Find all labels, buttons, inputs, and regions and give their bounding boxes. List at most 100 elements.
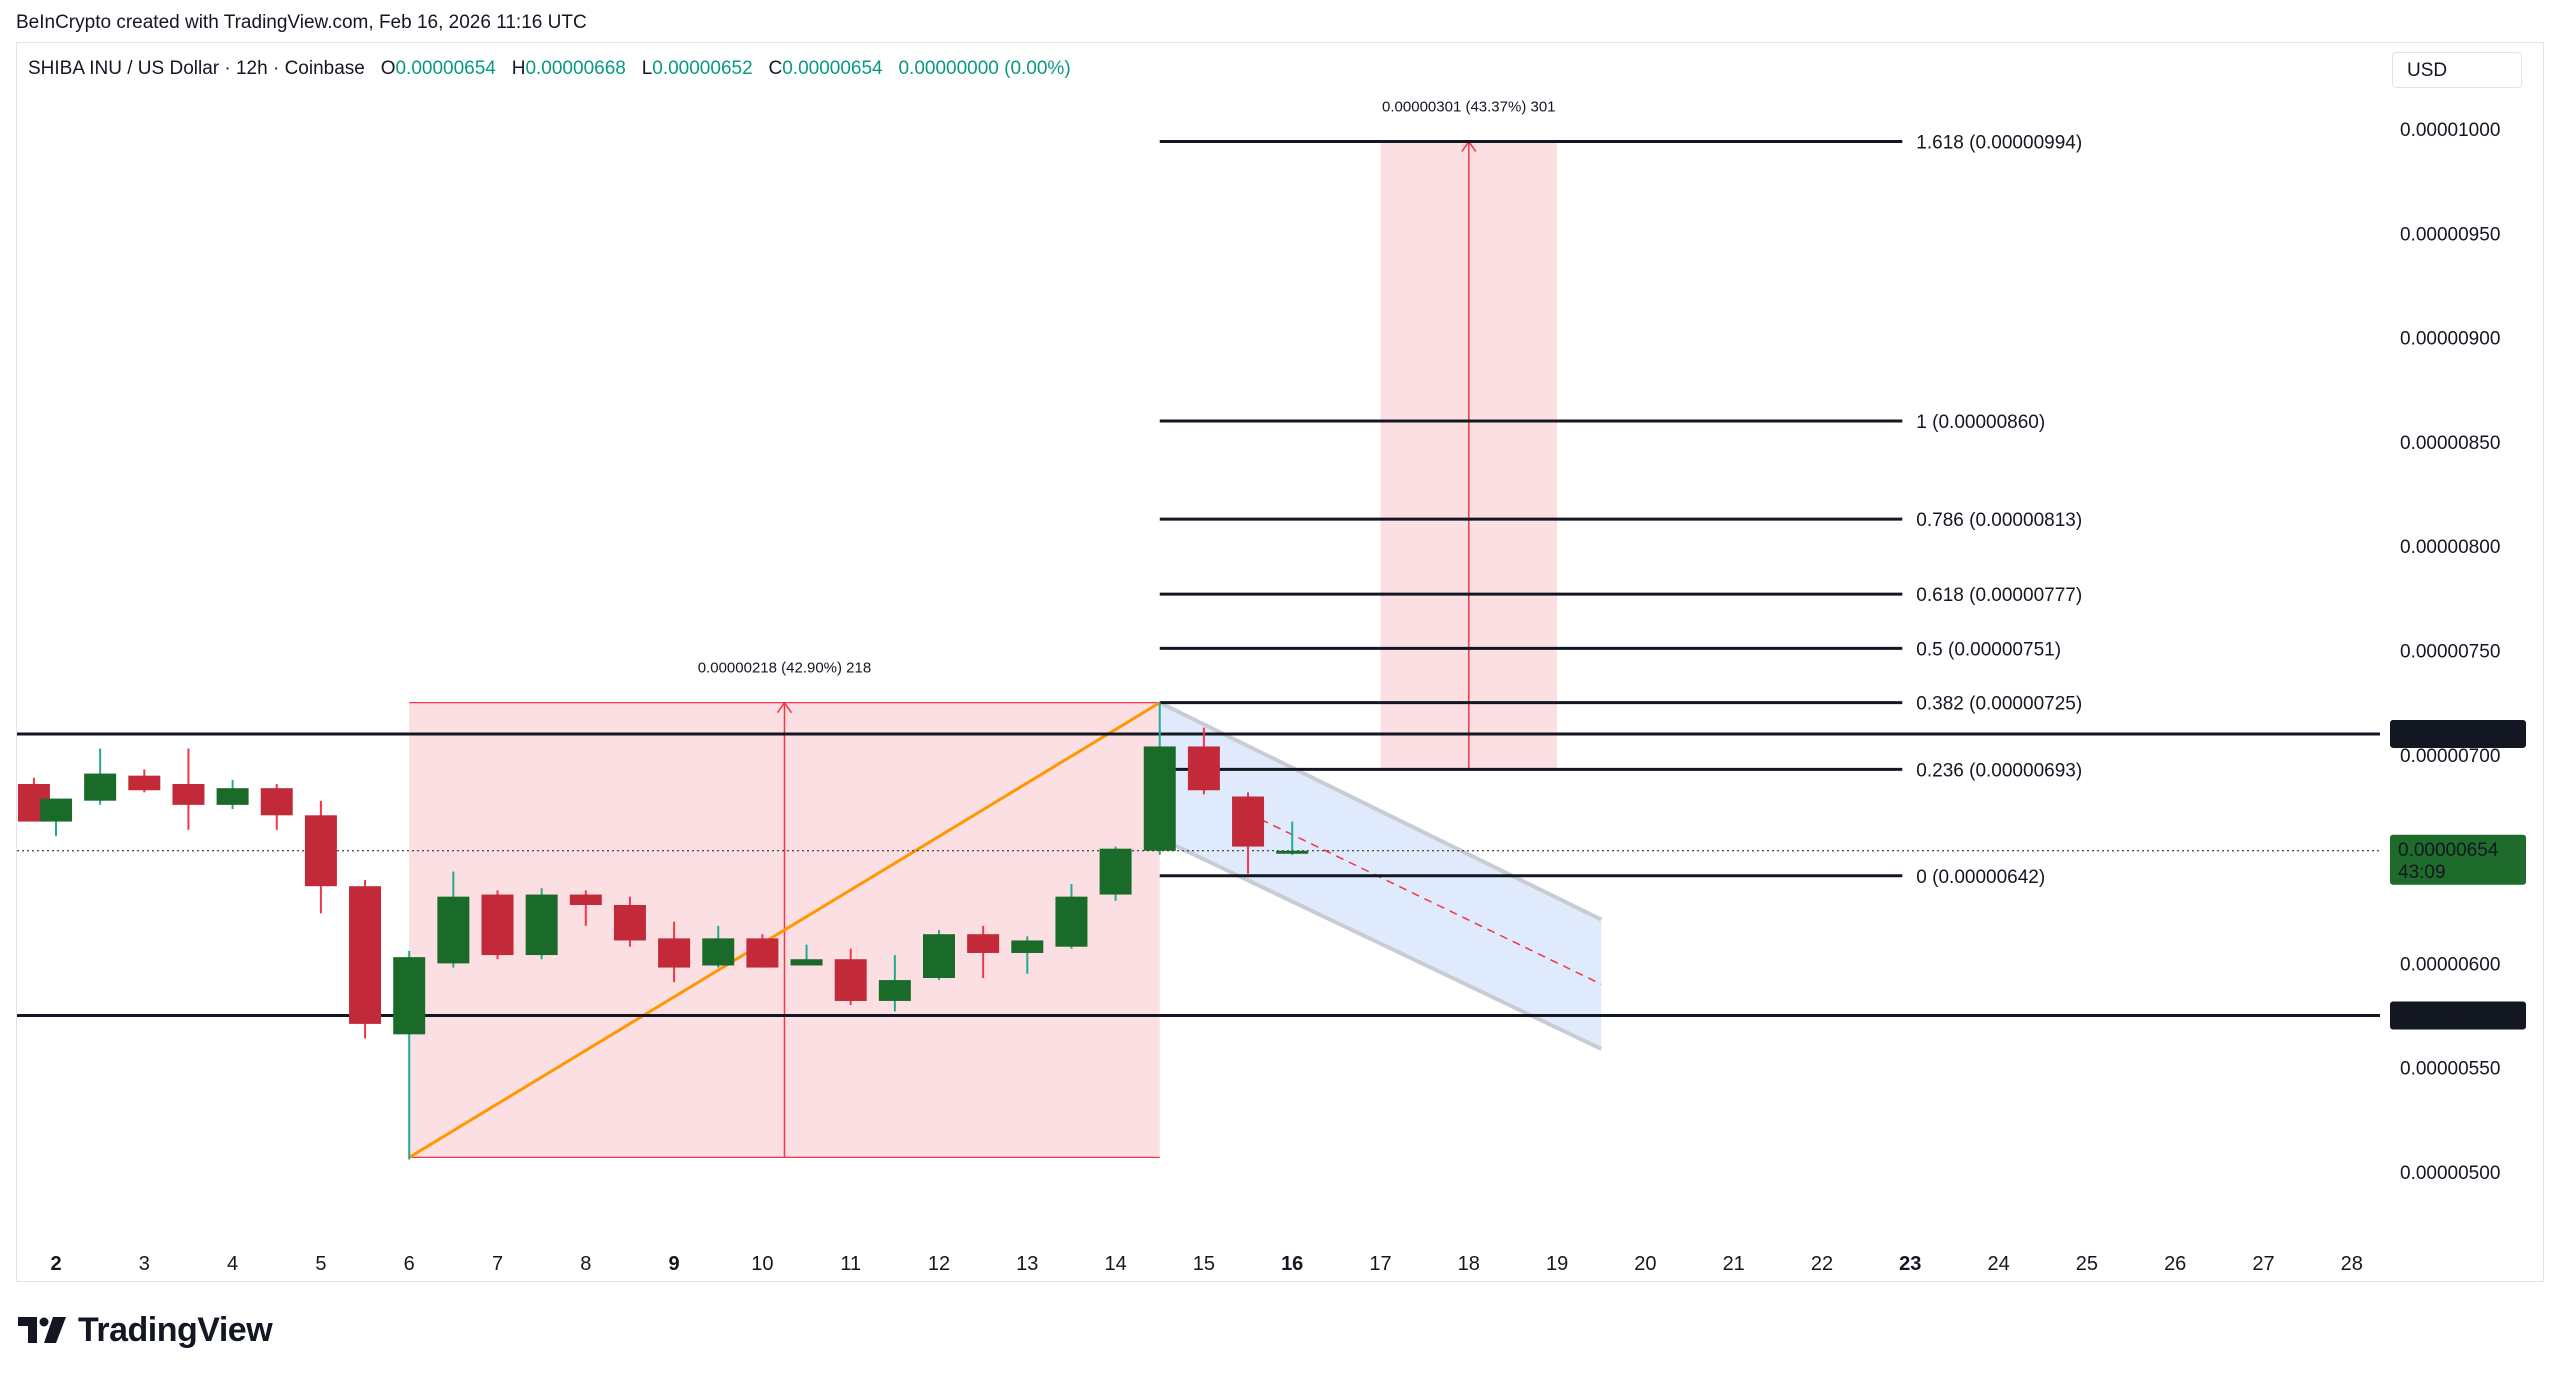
close-label: C bbox=[768, 58, 783, 79]
candle-body-10 bbox=[437, 896, 470, 964]
y-axis-tick-0: 0.00001000 bbox=[2400, 120, 2500, 141]
y-axis-tick-2: 0.00000900 bbox=[2400, 329, 2500, 350]
x-axis-tick-5: 7 bbox=[492, 1253, 503, 1275]
candle-body-5 bbox=[216, 788, 249, 805]
high-value: 0.00000668 bbox=[525, 58, 626, 79]
symbol-title: SHIBA INU / US Dollar · 12h · Coinbase bbox=[28, 58, 365, 79]
x-axis-tick-23: 25 bbox=[2076, 1253, 2098, 1275]
fib-level-label-3: 0.618 (0.00000777) bbox=[1916, 585, 2082, 606]
candle-body-7 bbox=[304, 815, 337, 887]
tradingview-logo-icon bbox=[18, 1317, 66, 1343]
y-axis-tick-6: 0.00000700 bbox=[2400, 746, 2500, 767]
price-tag-0: 0.00000710 bbox=[2398, 725, 2498, 746]
candle-body-25 bbox=[1099, 848, 1132, 895]
x-axis-tick-0: 2 bbox=[50, 1253, 61, 1275]
channel-upper-line bbox=[1158, 700, 1603, 922]
x-axis-tick-18: 20 bbox=[1634, 1253, 1656, 1275]
channel-lower-line bbox=[1158, 836, 1603, 1051]
candle-body-4 bbox=[172, 784, 205, 805]
tradingview-logo-text: TradingView bbox=[78, 1310, 273, 1349]
high-label: H bbox=[511, 58, 526, 79]
open-label: O bbox=[380, 58, 396, 79]
tradingview-logo[interactable]: TradingView bbox=[18, 1310, 273, 1350]
fib-level-label-7: 0 (0.00000642) bbox=[1916, 867, 2045, 888]
x-axis-tick-20: 22 bbox=[1811, 1253, 1833, 1275]
y-axis-tick-9: 0.00000500 bbox=[2400, 1163, 2500, 1184]
measure-arrowhead-0 bbox=[776, 701, 793, 714]
candle-body-14 bbox=[613, 904, 646, 941]
candle-body-17 bbox=[746, 938, 779, 968]
y-axis-tick-1: 0.00000950 bbox=[2400, 224, 2500, 245]
candle-body-3 bbox=[128, 775, 161, 791]
current-price-tag: 0.00000654 bbox=[2398, 840, 2499, 861]
candle-body-27 bbox=[1187, 746, 1220, 791]
x-axis-tick-1: 3 bbox=[139, 1253, 150, 1275]
x-axis-tick-7: 9 bbox=[669, 1253, 680, 1275]
candle-body-23 bbox=[1011, 940, 1044, 953]
candle-body-2 bbox=[84, 773, 117, 801]
measure-label-0: 0.00000218 (42.90%) 218 bbox=[698, 660, 871, 677]
change-value: 0.00000000 (0.00%) bbox=[898, 58, 1071, 79]
price-tag-bg-0 bbox=[2390, 719, 2526, 748]
low-value: 0.00000652 bbox=[652, 58, 753, 79]
candle-body-20 bbox=[878, 980, 911, 1001]
y-axis-tick-7: 0.00000600 bbox=[2400, 954, 2500, 975]
measure-label-1: 0.00000301 (43.37%) 301 bbox=[1382, 99, 1555, 116]
x-axis-tick-9: 11 bbox=[840, 1253, 861, 1275]
x-axis-tick-13: 15 bbox=[1193, 1253, 1215, 1275]
x-axis-tick-12: 14 bbox=[1104, 1253, 1126, 1275]
x-axis-tick-14: 16 bbox=[1281, 1253, 1303, 1275]
x-axis-tick-10: 12 bbox=[928, 1253, 950, 1275]
x-axis-tick-15: 17 bbox=[1369, 1253, 1391, 1275]
candle-body-21 bbox=[923, 934, 955, 979]
x-axis-tick-17: 19 bbox=[1546, 1253, 1568, 1275]
channel-mid-line bbox=[1247, 812, 1602, 985]
candle-body-24 bbox=[1055, 896, 1088, 947]
x-axis-tick-21: 23 bbox=[1899, 1253, 1921, 1275]
x-axis-tick-26: 28 bbox=[2341, 1253, 2363, 1275]
low-label: L bbox=[641, 58, 653, 79]
candle-body-1 bbox=[40, 798, 72, 822]
x-axis-tick-3: 5 bbox=[315, 1253, 326, 1275]
currency-selector[interactable]: USD bbox=[2392, 52, 2522, 88]
current-price-tag-bg bbox=[2390, 834, 2526, 885]
fib-level-label-4: 0.5 (0.00000751) bbox=[1916, 639, 2061, 660]
x-axis-tick-19: 21 bbox=[1723, 1253, 1745, 1275]
close-value: 0.00000654 bbox=[782, 58, 883, 79]
candle-body-6 bbox=[260, 788, 293, 816]
current-price-countdown: 43:09 bbox=[2398, 862, 2446, 883]
symbol-legend[interactable]: SHIBA INU / US Dollar · 12h · Coinbase O… bbox=[28, 58, 1071, 80]
fib-level-label-1: 1 (0.00000860) bbox=[1916, 412, 2045, 433]
candle-body-19 bbox=[834, 959, 867, 1001]
x-axis-tick-2: 4 bbox=[227, 1253, 238, 1275]
y-axis-tick-4: 0.00000800 bbox=[2400, 537, 2500, 558]
y-axis-tick-3: 0.00000850 bbox=[2400, 433, 2500, 454]
open-value: 0.00000654 bbox=[395, 58, 496, 79]
candle-body-11 bbox=[481, 894, 514, 956]
candle-body-13 bbox=[569, 894, 602, 905]
fib-level-label-5: 0.382 (0.00000725) bbox=[1916, 694, 2082, 715]
candle-body-28 bbox=[1232, 796, 1265, 847]
x-axis-tick-8: 10 bbox=[751, 1253, 773, 1275]
x-axis-tick-16: 18 bbox=[1458, 1253, 1480, 1275]
candle-body-18 bbox=[790, 959, 823, 966]
price-tag-1: 0.00000575 bbox=[2398, 1007, 2498, 1028]
x-axis-tick-4: 6 bbox=[404, 1253, 415, 1275]
credit-text: BeInCrypto created with TradingView.com,… bbox=[16, 12, 587, 33]
y-axis-tick-5: 0.00000750 bbox=[2400, 642, 2500, 663]
chart-frame bbox=[16, 42, 2544, 1282]
fib-level-label-0: 1.618 (0.00000994) bbox=[1916, 133, 2082, 154]
candle-body-26 bbox=[1143, 746, 1176, 851]
x-axis-tick-11: 13 bbox=[1016, 1253, 1038, 1275]
candle-body-12 bbox=[525, 894, 558, 956]
candle-body-29 bbox=[1276, 850, 1309, 854]
x-axis-tick-6: 8 bbox=[580, 1253, 591, 1275]
orange-trend-line bbox=[408, 701, 1161, 1159]
x-axis-tick-22: 24 bbox=[1987, 1253, 2009, 1275]
candle-body-22 bbox=[967, 934, 1000, 953]
fib-level-label-6: 0.236 (0.00000693) bbox=[1916, 760, 2082, 781]
y-axis-tick-8: 0.00000550 bbox=[2400, 1059, 2500, 1080]
fib-level-label-2: 0.786 (0.00000813) bbox=[1916, 510, 2082, 531]
x-axis-tick-25: 27 bbox=[2252, 1253, 2274, 1275]
